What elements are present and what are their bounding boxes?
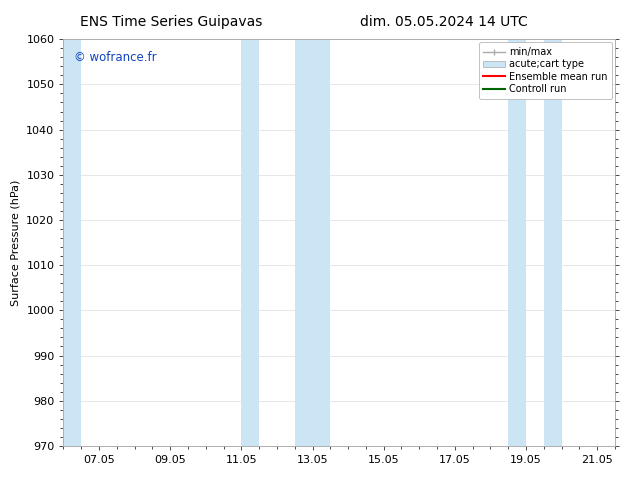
Legend: min/max, acute;cart type, Ensemble mean run, Controll run: min/max, acute;cart type, Ensemble mean … bbox=[479, 42, 612, 99]
Y-axis label: Surface Pressure (hPa): Surface Pressure (hPa) bbox=[11, 179, 21, 306]
Bar bbox=[63, 39, 81, 446]
Bar bbox=[295, 39, 330, 446]
Bar bbox=[242, 39, 259, 446]
Text: © wofrance.fr: © wofrance.fr bbox=[74, 51, 157, 64]
Bar bbox=[544, 39, 562, 446]
Text: ENS Time Series Guipavas: ENS Time Series Guipavas bbox=[80, 15, 262, 29]
Text: dim. 05.05.2024 14 UTC: dim. 05.05.2024 14 UTC bbox=[360, 15, 527, 29]
Bar bbox=[508, 39, 526, 446]
